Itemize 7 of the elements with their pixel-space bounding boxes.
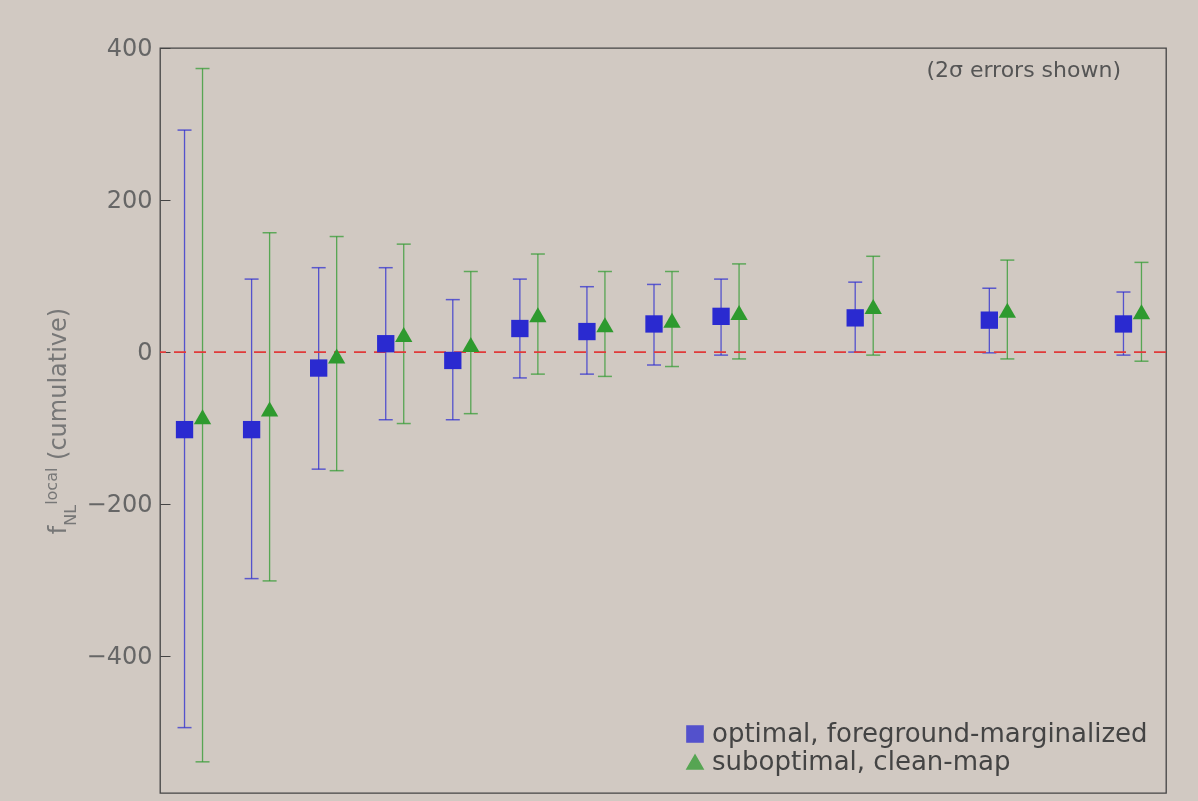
y-tick-label: −400 [86,641,153,670]
annotation: (2σ errors shown) [926,57,1121,82]
y-tick-label: 0 [137,337,153,366]
y-tick-label: 400 [106,33,153,62]
y-tick-label: −200 [86,489,153,518]
y-tick-label: 200 [106,185,153,214]
legend-label: optimal, foreground-marginalized [712,718,1148,748]
